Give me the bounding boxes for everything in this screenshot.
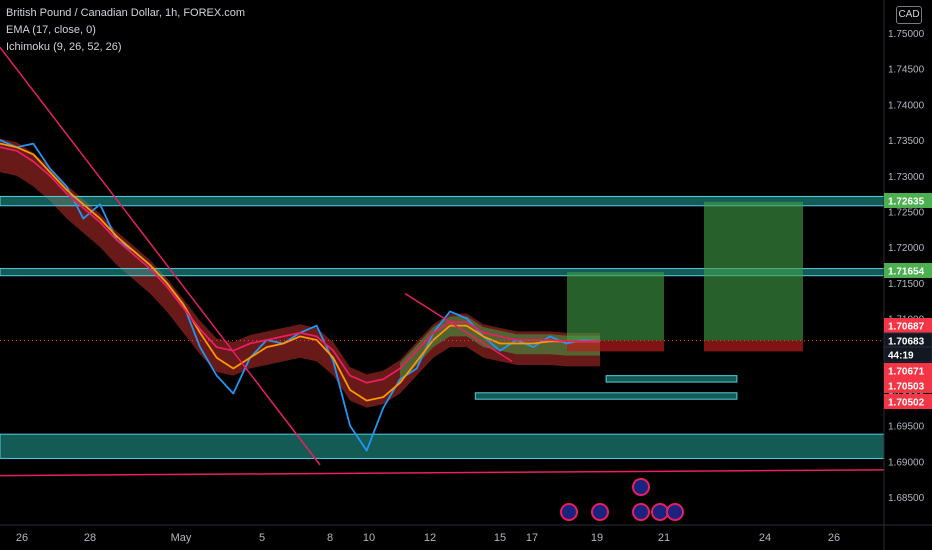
long-position-setups <box>567 201 803 352</box>
price-tag-box <box>884 263 932 278</box>
price-tag-label: 1.70502 <box>888 398 925 409</box>
price-tag-box <box>884 394 932 409</box>
event-flag-icon <box>632 478 650 496</box>
time-axis[interactable]: 26 28 May 5 8 10 12 15 17 19 21 24 26 <box>16 532 840 544</box>
time-tick-label: 8 <box>327 532 333 544</box>
price-tick-label: 1.73000 <box>888 172 925 183</box>
price-tag-label: 44:19 <box>888 351 914 362</box>
event-flag-icon <box>560 503 578 521</box>
price-tag-box <box>884 363 932 378</box>
zone-rect <box>0 433 885 459</box>
time-tick-label: 5 <box>259 532 265 544</box>
support-resistance-zones <box>0 195 885 459</box>
time-tick-label: 24 <box>759 532 771 544</box>
price-tag-box <box>884 193 932 208</box>
symbol-title[interactable]: British Pound / Canadian Dollar, 1h, FOR… <box>6 7 246 19</box>
cloud-bearish <box>0 138 600 408</box>
time-tick-label: 26 <box>828 532 840 544</box>
price-tag-label: 1.70671 <box>888 367 925 378</box>
price-tag-label: 1.70503 <box>888 382 925 393</box>
event-flag-icon <box>632 503 650 521</box>
price-tick-label: 1.69500 <box>888 422 925 433</box>
price-tag-box <box>884 378 932 393</box>
price-tick-label: 1.75000 <box>888 29 925 40</box>
ichimoku-indicator-legend[interactable]: Ichimoku (9, 26, 52, 26) <box>6 41 122 53</box>
target-zone <box>567 272 664 341</box>
price-tag-label: 1.70687 <box>888 322 925 333</box>
time-tick-label: 17 <box>526 532 538 544</box>
price-tick-label: 1.71500 <box>888 279 925 290</box>
time-tick-label: 10 <box>363 532 375 544</box>
short-trendline <box>404 292 513 363</box>
price-series-lines <box>0 139 601 452</box>
time-tick-label: 21 <box>658 532 670 544</box>
zone-rect <box>474 392 738 400</box>
price-tag-label: 1.71654 <box>888 267 925 278</box>
price-tag-label: 1.72635 <box>888 197 925 208</box>
time-tick-label: 12 <box>424 532 436 544</box>
time-tick-label: 28 <box>84 532 96 544</box>
event-flag-icon <box>666 503 684 521</box>
event-flag-icon <box>591 503 609 521</box>
time-tick-label: May <box>171 532 192 544</box>
descending-trendline <box>0 46 321 466</box>
support-trendline <box>0 469 885 477</box>
economic-event-markers <box>560 478 684 521</box>
price-tick-label: 1.69000 <box>888 457 925 468</box>
price-tag-box <box>884 318 932 333</box>
price-tick-label: 1.74000 <box>888 100 925 111</box>
price-tick-label: 1.72000 <box>888 243 925 254</box>
ema-line <box>0 142 600 402</box>
stop-zone <box>567 340 664 352</box>
time-tick-label: 15 <box>494 532 506 544</box>
price-tick-label: 1.72500 <box>888 207 925 218</box>
ema-indicator-legend[interactable]: EMA (17, close, 0) <box>6 24 96 36</box>
trendlines <box>0 46 885 477</box>
time-tick-label: 19 <box>591 532 603 544</box>
event-flag-icon <box>651 503 669 521</box>
price-tags: 1.72635 1.71654 1.70687 1.70683 44:19 1.70671… <box>883 193 932 409</box>
target-zone <box>704 201 803 341</box>
time-tick-label: 26 <box>16 532 28 544</box>
price-tick-label: 1.68500 <box>888 493 925 504</box>
ichimoku-base-line <box>0 146 600 384</box>
price-tag-label: 1.70683 <box>888 337 925 348</box>
price-tag-box <box>883 346 932 363</box>
price-tick-label: 1.73500 <box>888 136 925 147</box>
zone-rect <box>605 375 738 383</box>
price-tick-label: 1.74500 <box>888 65 925 76</box>
currency-badge[interactable]: CAD <box>896 6 922 24</box>
stop-zone <box>704 340 803 352</box>
